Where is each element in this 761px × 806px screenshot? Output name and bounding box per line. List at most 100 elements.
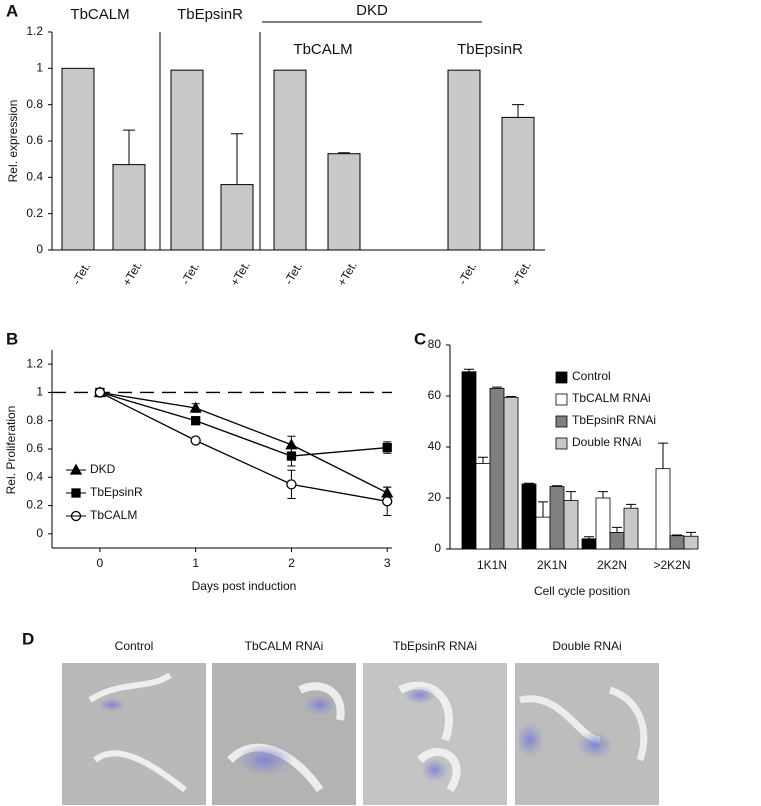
legend-swatch [555,393,568,406]
error-bar [338,152,350,154]
bar [521,483,537,550]
nucleus [516,722,544,758]
bar [447,69,481,251]
x-tick-label: -Tet. [455,260,479,287]
bar [609,532,625,550]
error-bar [538,501,548,518]
legend-swatch [555,437,568,450]
x-tick-label: 0 [97,556,104,570]
cell [398,681,461,793]
y-tick-label: 0.8 [26,97,43,111]
bar [669,535,685,550]
group-title: TbEpsinR [457,41,523,58]
error-bar [506,396,516,398]
error-bar [492,386,502,389]
bar [489,387,505,550]
y-tick-label: 0.8 [26,413,43,427]
legend-label: Double RNAi [572,435,641,449]
error-bar [672,534,682,536]
x-tick-label: 1K1N [477,558,507,572]
x-tick-label: -Tet. [281,260,305,287]
x-tick-label: -Tet. [178,260,202,287]
y-tick-label: 1 [36,61,43,75]
x-tick-label: +Tet. [228,259,253,289]
micrographs [62,663,659,805]
x-tick-label: 2K2N [597,558,627,572]
image-title: TbEpsinR RNAi [393,639,477,653]
y-tick-label: 0.4 [26,170,43,184]
x-tick-label: +Tet. [509,259,534,289]
y-tick-label: 60 [428,388,442,402]
x-tick-label: 3 [384,556,391,570]
nucleus [404,686,436,704]
nucleus [237,744,293,776]
error-bar [626,503,636,509]
legend-swatch [555,415,568,428]
panel-letter: D [22,629,34,648]
cell [88,672,187,793]
error-bar [612,526,622,533]
nucleus [577,731,613,759]
panel-letter: B [6,329,18,348]
bar [475,463,491,550]
bar [549,486,565,550]
y-axis-label: Rel. expression [6,100,20,183]
bar [563,500,579,550]
bar [273,69,307,251]
y-tick-label: 40 [428,439,442,453]
marker [382,496,393,507]
error-bar [123,129,135,165]
marker [286,479,297,490]
error-bar [658,442,668,469]
y-tick-label: 1 [36,385,43,399]
bar [683,535,699,550]
micrograph [212,663,356,805]
marker [94,387,106,398]
marker [286,451,297,461]
y-tick-label: 0 [36,526,43,540]
image-title: Double RNAi [552,639,621,653]
bar [112,164,146,251]
x-tick-label: -Tet. [69,260,93,287]
legend-label: TbEpsinR RNAi [572,413,656,427]
error-bar [524,482,534,484]
image-title: TbCALM RNAi [245,639,324,653]
y-tick-label: 80 [428,337,442,351]
error-bar [464,368,474,372]
nucleus [98,698,126,712]
bar [327,153,361,251]
bar [581,538,597,550]
x-tick-label: 2 [288,556,295,570]
x-tick-label: +Tet. [335,259,360,289]
group-title: TbCALM [293,41,352,58]
y-tick-label: 0.6 [26,441,43,455]
bar [220,184,254,251]
y-tick-label: 0.4 [26,469,43,483]
y-tick-label: 1.2 [26,24,43,38]
series-line [99,391,388,494]
x-axis-label: Days post induction [192,579,297,593]
legend-label: TbCALM RNAi [572,391,651,405]
bar [535,516,551,550]
error-bar [584,536,594,539]
micrograph [363,663,507,805]
marker [190,435,201,446]
y-tick-label: 0.2 [26,206,43,220]
error-bar [686,531,696,537]
x-axis-label: Cell cycle position [534,584,630,598]
legend-label: TbEpsinR [90,485,143,499]
y-axis-label: Rel. Proliferation [4,406,18,495]
panel-letter: A [6,1,18,20]
y-tick-label: 20 [428,490,442,504]
bar [595,497,611,550]
error-bar [552,485,562,487]
error-bar [231,133,243,185]
legend-swatch [555,371,568,384]
bar [501,116,535,251]
x-tick-label: +Tet. [120,259,145,289]
bar [461,371,477,550]
series-line [99,391,388,457]
panel-letter: C [414,329,426,348]
bar [170,69,204,251]
